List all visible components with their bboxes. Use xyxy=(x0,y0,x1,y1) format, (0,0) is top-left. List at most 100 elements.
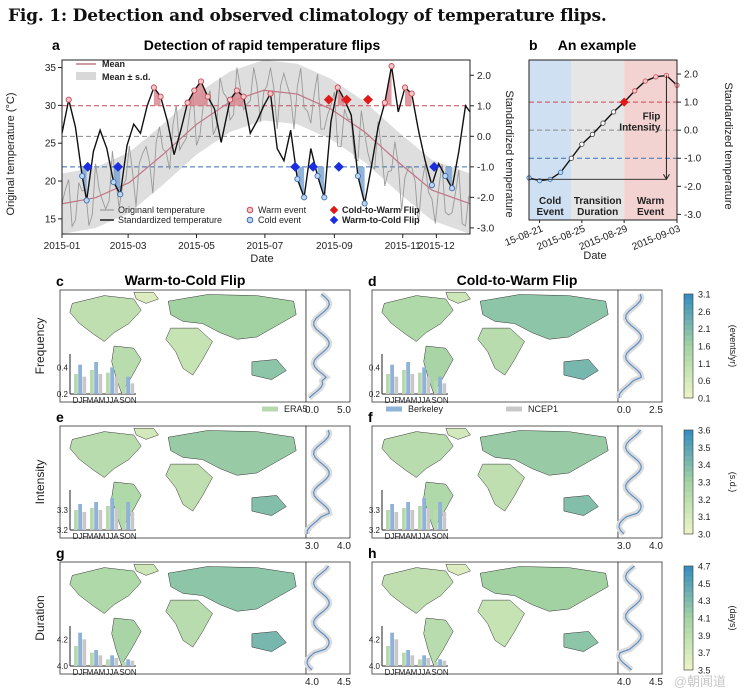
warm-event-point xyxy=(240,93,247,100)
panel-b-ylabel: Standardized temperature xyxy=(722,82,734,209)
colorbar-segment xyxy=(684,346,693,352)
inset-bar xyxy=(402,652,406,666)
colorbar-segment xyxy=(684,602,693,609)
colorbar-segment xyxy=(684,497,693,504)
inset-bar xyxy=(410,374,415,394)
map-continent-africa xyxy=(165,599,213,648)
inset-y-tick-label: 4.2 xyxy=(369,635,381,644)
inset-season-label: MAM xyxy=(87,668,106,677)
inset-season-label: JJA xyxy=(417,668,431,677)
inset-y-tick-label: 3.2 xyxy=(57,526,69,535)
map-panel-letter: d xyxy=(368,273,377,289)
panel-b-plot-area: FlipIntensityColdEventTransitionDuration… xyxy=(505,59,702,253)
row-label-duration: Duration xyxy=(33,595,47,640)
inset-bar xyxy=(438,376,442,394)
region-cold-event xyxy=(529,60,572,220)
profile-frame xyxy=(617,289,663,403)
inset-bar xyxy=(78,504,82,530)
example-point xyxy=(610,109,617,115)
warm-event-fill xyxy=(236,90,244,106)
colorbar-segment xyxy=(684,392,693,399)
profile-tick-label: 4.0 xyxy=(305,677,319,688)
colorbar-segment xyxy=(684,351,693,357)
inset-bar xyxy=(94,502,98,530)
example-point xyxy=(653,74,659,80)
colorbar-segment xyxy=(684,304,693,311)
colorbar-segment xyxy=(684,518,693,525)
cold-event-fill xyxy=(445,166,453,189)
cold-event-point xyxy=(354,172,361,180)
map-panel-letter: c xyxy=(56,273,64,289)
inset-bar xyxy=(402,508,406,530)
cold-event-point xyxy=(83,197,90,204)
map-panel-letter: e xyxy=(56,409,64,425)
dataset-legend: ERA5 Berkeley NCEP1 xyxy=(262,404,558,414)
colorbar-segment xyxy=(684,366,693,373)
panel-a-plot-area: 2015-01 2015-03 2015-05 2015-07 2015-09 2015-… xyxy=(44,59,495,252)
colorbar-segment xyxy=(684,502,693,509)
inset-bar xyxy=(106,506,110,530)
legend-original-temperature: Originanl temperature xyxy=(118,205,205,215)
colorbar-segment xyxy=(684,523,693,530)
colorbar-tick-label: 3.1 xyxy=(698,290,711,300)
warm-event-point xyxy=(233,87,240,94)
colorbar-segment xyxy=(684,528,693,535)
map-continent-africa xyxy=(477,327,525,376)
map-continent-north-america xyxy=(69,295,142,342)
colorbar-tick-label: 3.6 xyxy=(698,426,711,436)
colorbar-tick-label: 3.7 xyxy=(698,648,711,658)
inset-bar xyxy=(418,659,422,666)
panel-a-frame xyxy=(61,59,471,235)
flip-intensity-label: Flip xyxy=(643,111,661,122)
y-right-tick-label: 2.0 xyxy=(477,71,491,82)
inset-bar xyxy=(98,374,103,394)
inset-bar xyxy=(122,662,126,666)
x-tick-label: 2015-07 xyxy=(247,241,284,252)
profile-tick-label: 4.0 xyxy=(337,541,351,552)
map-panel-f: f 3.2 3.3 DJF MAM JJA SON 3.0 4.0 xyxy=(368,409,663,552)
colorbar-segment xyxy=(684,644,693,650)
panel-a-ylabel-left: Original temperature (°C) xyxy=(5,93,17,216)
colorbar-tick-label: 2.6 xyxy=(698,307,711,317)
inset-bar xyxy=(110,655,114,666)
b-y-tick-label: 1.0 xyxy=(684,98,698,109)
profile-tick-label: 0.0 xyxy=(305,405,319,416)
x-tick-label: 2015-03 xyxy=(110,241,147,252)
inset-y-tick-label: 0.4 xyxy=(369,363,381,372)
map-continent-greenland xyxy=(133,291,159,304)
inset-bar xyxy=(122,380,126,394)
legend-standardized-temperature: Standardized temperature xyxy=(118,215,222,225)
inset-bar xyxy=(98,655,103,666)
inset-bar xyxy=(114,658,119,666)
standardized-temperature-line xyxy=(61,65,471,204)
inset-season-label: SON xyxy=(431,396,449,405)
inset-bar xyxy=(82,376,87,394)
inset-bar xyxy=(386,374,390,394)
region-label: Duration xyxy=(577,207,618,218)
colorbar-segment xyxy=(684,294,693,300)
inset-bar xyxy=(106,372,110,394)
panel-b-title: An example xyxy=(558,37,637,53)
colorbar-segment xyxy=(684,309,693,316)
map-continent-north-america xyxy=(69,567,142,614)
legend-warm-event: Warm event xyxy=(258,205,307,215)
col-title-cold-to-warm: Cold-to-Warm Flip xyxy=(457,272,578,288)
warm-event-point xyxy=(334,84,341,91)
inset-season-label: SON xyxy=(431,532,449,541)
inset-season-label: MAM xyxy=(399,668,418,677)
inset-bar xyxy=(126,376,130,394)
warm-to-cold-flip-marker xyxy=(290,161,301,172)
example-point xyxy=(589,131,596,137)
region-label: Event xyxy=(637,207,665,218)
colorbar-segment xyxy=(684,633,693,640)
colorbar-segment xyxy=(684,387,693,394)
map-continent-greenland xyxy=(133,563,159,576)
inset-bar xyxy=(418,506,422,530)
profile-frame xyxy=(305,425,351,539)
map-continent-greenland xyxy=(445,291,471,304)
colorbar-segment xyxy=(684,659,693,666)
colorbar-segment xyxy=(684,320,693,326)
map-continent-eurasia xyxy=(167,430,297,476)
warm-event-point xyxy=(65,96,72,103)
inset-y-tick-label: 0.2 xyxy=(369,390,381,399)
